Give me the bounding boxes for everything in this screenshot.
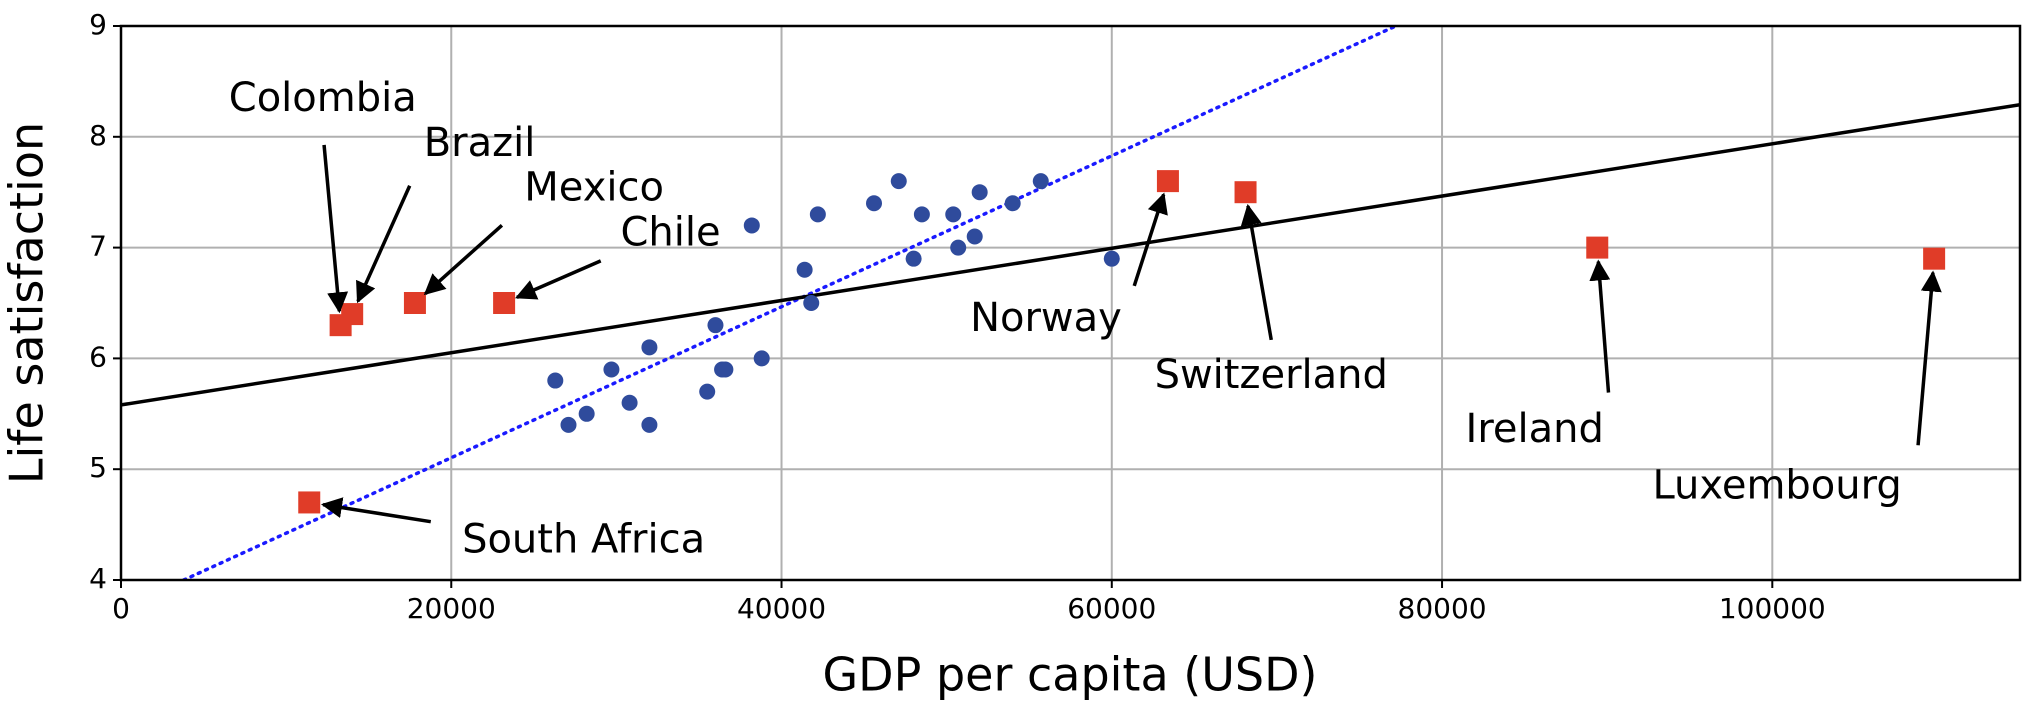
x-tick-label: 80000 bbox=[1398, 592, 1487, 625]
point bbox=[547, 372, 564, 389]
trend-line-dotted bbox=[181, 26, 1398, 580]
point bbox=[905, 250, 922, 267]
point bbox=[743, 217, 760, 234]
annotation: Norway bbox=[970, 295, 1122, 341]
annotation: South Africa bbox=[462, 516, 705, 562]
point bbox=[796, 261, 813, 278]
point bbox=[603, 361, 620, 378]
point bbox=[717, 361, 734, 378]
square-point bbox=[298, 491, 321, 514]
point bbox=[966, 228, 983, 245]
point bbox=[1103, 250, 1120, 267]
y-tick-label: 7 bbox=[89, 230, 107, 263]
point bbox=[1032, 173, 1049, 190]
annotation: Colombia bbox=[229, 75, 417, 121]
point bbox=[560, 416, 577, 433]
y-tick-label: 6 bbox=[89, 340, 107, 373]
y-tick-label: 8 bbox=[89, 119, 107, 152]
point bbox=[809, 206, 826, 223]
y-tick-label: 5 bbox=[89, 451, 107, 484]
point bbox=[641, 416, 658, 433]
annotation-arrow bbox=[423, 223, 504, 296]
y-axis-label: Life satisfaction bbox=[0, 122, 54, 484]
square-point bbox=[1156, 170, 1179, 193]
square-point bbox=[1586, 236, 1609, 259]
x-tick-label: 40000 bbox=[737, 592, 826, 625]
annotation-arrow bbox=[1916, 270, 1942, 446]
annotation-arrow bbox=[1589, 259, 1611, 393]
annotation: Ireland bbox=[1466, 406, 1604, 452]
point bbox=[707, 317, 724, 334]
annotation: Brazil bbox=[424, 120, 536, 166]
x-tick-label: 60000 bbox=[1067, 592, 1156, 625]
point bbox=[621, 394, 638, 411]
point bbox=[699, 383, 716, 400]
square-point bbox=[493, 292, 516, 314]
point bbox=[890, 173, 907, 190]
trend-line bbox=[121, 102, 2020, 407]
point bbox=[1004, 195, 1021, 212]
point bbox=[753, 350, 770, 367]
annotation: Chile bbox=[620, 209, 720, 255]
annotation-arrow bbox=[322, 144, 349, 314]
point bbox=[913, 206, 930, 223]
square-point bbox=[341, 303, 364, 326]
square-point bbox=[1923, 247, 1946, 270]
x-tick-label: 100000 bbox=[1719, 592, 1826, 625]
point bbox=[641, 339, 658, 356]
y-tick-label: 9 bbox=[89, 8, 107, 41]
x-tick-label: 20000 bbox=[407, 592, 496, 625]
y-tick-label: 4 bbox=[89, 562, 107, 595]
point bbox=[971, 184, 988, 201]
annotation: Mexico bbox=[524, 165, 664, 211]
square-point bbox=[1234, 181, 1257, 204]
x-axis-label: GDP per capita (USD) bbox=[823, 648, 1318, 702]
point bbox=[803, 295, 820, 311]
point bbox=[950, 239, 967, 256]
annotation: Switzerland bbox=[1155, 352, 1388, 398]
point bbox=[578, 405, 595, 422]
annotation-arrow bbox=[321, 497, 432, 524]
plot-area bbox=[121, 26, 2020, 580]
point bbox=[865, 195, 882, 212]
annotation-arrow bbox=[1132, 192, 1168, 287]
annotation-arrow bbox=[356, 185, 412, 304]
annotation: Luxembourg bbox=[1652, 462, 1901, 508]
plot-frame bbox=[119, 24, 2022, 582]
annotation-arrow bbox=[1240, 203, 1273, 341]
point bbox=[945, 206, 962, 223]
x-tick-label: 0 bbox=[112, 592, 130, 625]
square-point bbox=[403, 292, 426, 314]
annotation-arrow bbox=[515, 259, 602, 300]
